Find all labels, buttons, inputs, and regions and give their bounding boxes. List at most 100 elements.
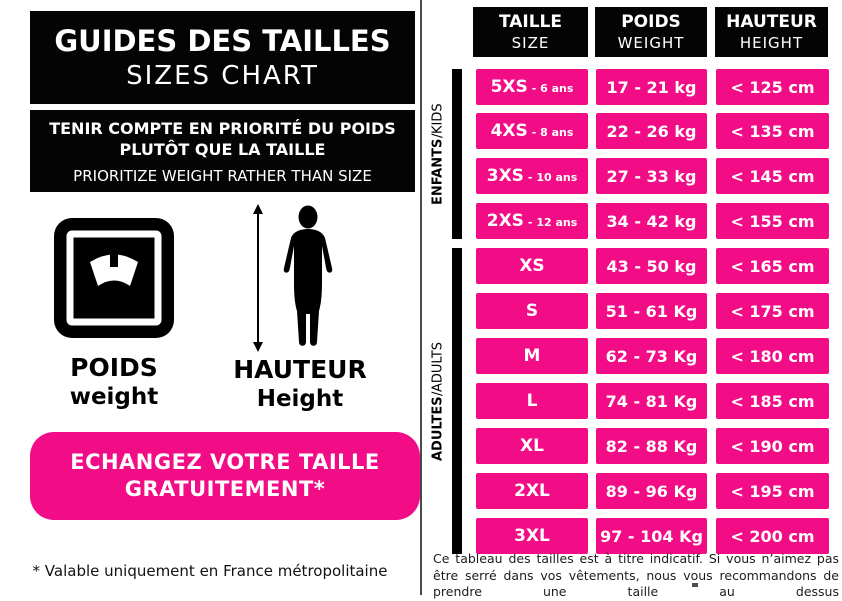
- weight-cell: 43 - 50 kg: [596, 248, 707, 284]
- size-value: 3XS: [486, 166, 524, 186]
- footnote: * Valable uniquement en France métropoli…: [32, 562, 388, 580]
- weight-cell: 27 - 33 kg: [596, 158, 707, 194]
- adults-label-separator: /: [430, 391, 446, 396]
- size-value: 2XL: [514, 481, 550, 501]
- size-cell: 2XS - 12 ans: [476, 203, 588, 239]
- height-cell: < 195 cm: [716, 473, 829, 509]
- size-cell: 2XL: [476, 473, 588, 509]
- weight-value: 51 - 61 Kg: [605, 301, 698, 321]
- size-cell: XL: [476, 428, 588, 464]
- height-value: < 195 cm: [730, 481, 815, 501]
- height-cell: < 185 cm: [716, 383, 829, 419]
- height-value: < 200 cm: [730, 526, 815, 546]
- height-label-en: Height: [256, 386, 344, 412]
- priority-note-fr-line2: PLUTÔT QUE LA TAILLE: [119, 139, 326, 159]
- age-value: - 6 ans: [531, 81, 574, 95]
- size-cell: 3XS - 10 ans: [476, 158, 588, 194]
- size-cell: 5XS - 6 ans: [476, 69, 588, 105]
- height-cell: < 165 cm: [716, 248, 829, 284]
- kids-label-separator: /: [430, 133, 446, 139]
- free-exchange-banner: ECHANGEZ VOTRE TAILLE GRATUITEMENT*: [30, 432, 420, 520]
- small-dark-mark: [692, 583, 698, 587]
- weight-icon-label: POIDS weight: [28, 354, 200, 411]
- weight-value: 22 - 26 kg: [606, 121, 697, 141]
- height-value: < 180 cm: [730, 346, 815, 366]
- header-weight-fr: POIDS: [621, 12, 681, 32]
- adults-label-fr: ADULTES: [430, 395, 446, 461]
- disclaimer-text: Ce tableau des tailles est à titre indic…: [433, 551, 839, 599]
- weight-cell: 17 - 21 kg: [596, 69, 707, 105]
- weight-value: 34 - 42 kg: [606, 211, 697, 231]
- page-title-en: SIZES CHART: [126, 61, 319, 91]
- size-value: S: [525, 301, 539, 321]
- size-cell: L: [476, 383, 588, 419]
- size-value: 4XS: [490, 121, 528, 141]
- height-label-fr: HAUTEUR: [233, 355, 367, 384]
- weight-label-fr: POIDS: [70, 353, 158, 382]
- weight-value: 27 - 33 kg: [606, 166, 697, 186]
- header-height-en: HEIGHT: [739, 34, 804, 52]
- size-value: XS: [519, 256, 545, 276]
- weight-value: 89 - 96 Kg: [605, 481, 698, 501]
- header-size-fr: TAILLE: [498, 12, 563, 32]
- height-value: < 175 cm: [730, 301, 815, 321]
- priority-note-fr-line1: TENIR COMPTE EN PRIORITÉ DU POIDS: [49, 118, 396, 138]
- height-cell: < 200 cm: [716, 518, 829, 554]
- size-cell: 4XS - 8 ans: [476, 113, 588, 149]
- size-value: XL: [520, 436, 544, 456]
- size-value: M: [523, 346, 541, 366]
- weight-scale-icon: [54, 218, 174, 338]
- weight-cell: 51 - 61 Kg: [596, 293, 707, 329]
- header-weight-en: WEIGHT: [617, 34, 685, 52]
- height-cell: < 175 cm: [716, 293, 829, 329]
- age-value: - 8 ans: [531, 125, 574, 139]
- height-cell: < 180 cm: [716, 338, 829, 374]
- column-header-weight: POIDS WEIGHT: [595, 7, 707, 57]
- kids-label-en: KIDS: [430, 103, 446, 134]
- weight-label-en: weight: [69, 384, 159, 410]
- height-value: < 165 cm: [730, 256, 815, 276]
- priority-note-en: PRIORITIZE WEIGHT RATHER THAN SIZE: [73, 166, 372, 185]
- size-value: 5XS: [490, 77, 528, 97]
- size-cell: 3XL: [476, 518, 588, 554]
- column-header-height: HAUTEUR HEIGHT: [715, 7, 828, 57]
- person-height-icon: [253, 204, 333, 352]
- kids-label-fr: ENFANTS: [430, 138, 446, 205]
- kids-group-label: ENFANTS / KIDS: [426, 69, 450, 239]
- size-value: 3XL: [514, 526, 550, 546]
- free-exchange-line2: GRATUITEMENT*: [124, 477, 326, 501]
- page-title-fr: GUIDES DES TAILLES: [54, 24, 391, 58]
- weight-cell: 82 - 88 Kg: [596, 428, 707, 464]
- size-cell: S: [476, 293, 588, 329]
- weight-value: 62 - 73 Kg: [605, 346, 698, 366]
- priority-note-box: TENIR COMPTE EN PRIORITÉ DU POIDS PLUTÔT…: [30, 110, 415, 192]
- weight-cell: 97 - 104 Kg: [596, 518, 707, 554]
- height-icon-label: HAUTEUR Height: [224, 356, 376, 413]
- size-cell: M: [476, 338, 588, 374]
- weight-cell: 74 - 81 Kg: [596, 383, 707, 419]
- weight-value: 74 - 81 Kg: [605, 391, 698, 411]
- height-value: < 135 cm: [730, 121, 815, 141]
- height-value: < 190 cm: [730, 436, 815, 456]
- free-exchange-line1: ECHANGEZ VOTRE TAILLE: [70, 450, 380, 474]
- panel-divider: [420, 0, 422, 595]
- header-height-fr: HAUTEUR: [726, 12, 817, 32]
- adults-label-en: ADULTS: [430, 341, 446, 392]
- weight-cell: 22 - 26 kg: [596, 113, 707, 149]
- kids-group-bar: [452, 69, 462, 239]
- weight-cell: 62 - 73 Kg: [596, 338, 707, 374]
- height-cell: < 125 cm: [716, 69, 829, 105]
- height-value: < 145 cm: [730, 166, 815, 186]
- weight-value: 43 - 50 kg: [606, 256, 697, 276]
- size-cell: XS: [476, 248, 588, 284]
- adults-group-bar: [452, 248, 462, 554]
- weight-value: 17 - 21 kg: [606, 77, 697, 97]
- title-box: GUIDES DES TAILLES SIZES CHART: [30, 11, 415, 104]
- weight-value: 97 - 104 Kg: [600, 526, 703, 546]
- age-value: - 10 ans: [527, 170, 578, 184]
- weight-cell: 34 - 42 kg: [596, 203, 707, 239]
- height-cell: < 135 cm: [716, 113, 829, 149]
- age-value: - 12 ans: [527, 215, 578, 229]
- adults-group-label: ADULTES / ADULTS: [426, 248, 450, 554]
- height-value: < 155 cm: [730, 211, 815, 231]
